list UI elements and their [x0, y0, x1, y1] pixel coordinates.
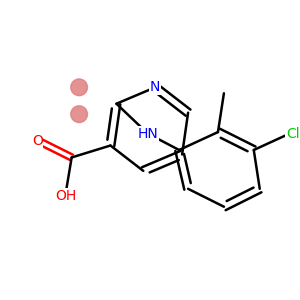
Circle shape — [71, 79, 88, 96]
Text: N: N — [150, 80, 160, 94]
Circle shape — [71, 106, 88, 122]
Text: Cl: Cl — [286, 127, 299, 141]
Text: O: O — [32, 134, 43, 148]
Text: HN: HN — [137, 127, 158, 141]
Text: OH: OH — [55, 189, 76, 203]
